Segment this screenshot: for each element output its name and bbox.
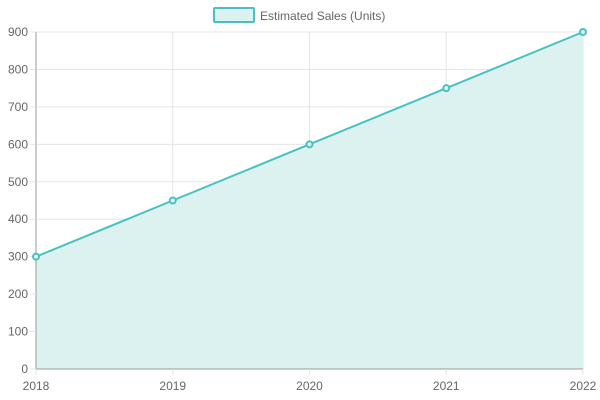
legend-swatch xyxy=(213,7,255,23)
x-axis-ticks: 2018 2019 2020 2021 2022 xyxy=(23,369,597,393)
x-tick-label: 2022 xyxy=(570,379,597,393)
y-tick-label: 600 xyxy=(8,137,28,151)
legend[interactable]: Estimated Sales (Units) xyxy=(213,7,385,23)
y-tick-label: 400 xyxy=(8,212,28,226)
x-tick-label: 2019 xyxy=(159,379,186,393)
series-area xyxy=(36,32,583,369)
data-point[interactable] xyxy=(442,84,451,93)
x-tick-label: 2021 xyxy=(433,379,460,393)
x-tick-label: 2018 xyxy=(23,379,50,393)
y-tick-label: 500 xyxy=(8,175,28,189)
data-point[interactable] xyxy=(579,28,587,36)
y-tick-label: 200 xyxy=(8,287,28,301)
y-tick-label: 100 xyxy=(8,325,28,339)
y-tick-label: 700 xyxy=(8,100,28,114)
data-point[interactable] xyxy=(32,252,40,261)
y-tick-label: 300 xyxy=(8,250,28,264)
y-axis-ticks: 0 100 200 300 400 500 600 700 800 900 xyxy=(8,25,36,376)
data-point[interactable] xyxy=(168,196,177,205)
legend-label: Estimated Sales (Units) xyxy=(260,9,385,23)
x-tick-label: 2020 xyxy=(296,379,323,393)
data-point[interactable] xyxy=(305,140,314,149)
data-points xyxy=(32,28,587,261)
y-tick-label: 0 xyxy=(21,362,28,376)
y-tick-label: 800 xyxy=(8,62,28,76)
y-tick-label: 900 xyxy=(8,25,28,39)
